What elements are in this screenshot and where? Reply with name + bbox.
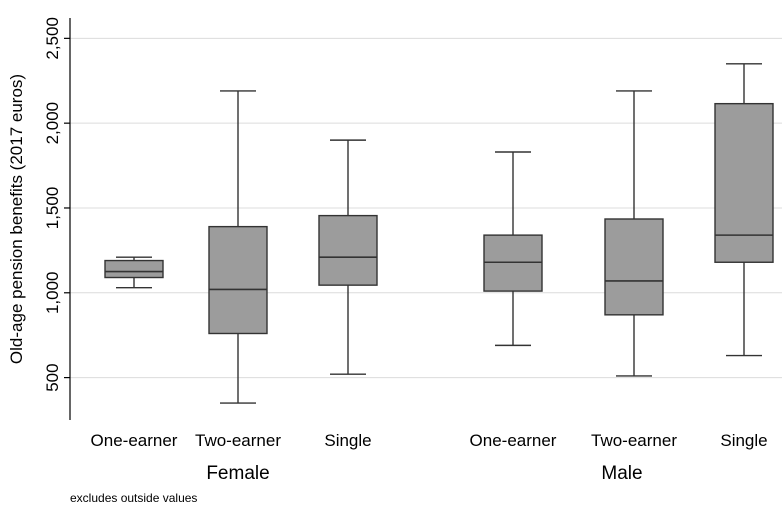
boxes <box>104 63 774 404</box>
iqr-box <box>318 214 378 286</box>
iqr-box <box>714 102 774 263</box>
group-label: Female <box>206 463 269 484</box>
category-label: Two-earner <box>195 431 281 450</box>
category-label: One-earner <box>470 431 557 450</box>
y-ticks: 500 1,000 1,500 2,000 2,500 <box>43 17 70 392</box>
iqr-box <box>483 234 543 292</box>
footnote: excludes outside values <box>70 491 197 505</box>
y-tick-label: 500 <box>43 363 62 391</box>
category-label: Single <box>324 431 371 450</box>
iqr-box <box>104 259 164 279</box>
y-tick-label: 2,500 <box>43 17 62 60</box>
iqr-box <box>604 218 664 316</box>
category-labels: One-earner Two-earner Single Female One-earn… <box>91 431 768 484</box>
category-label: Two-earner <box>591 431 677 450</box>
category-label: Single <box>720 431 767 450</box>
y-tick-label: 1,000 <box>43 272 62 315</box>
y-axis-title: Old-age pension benefits (2017 euros) <box>7 74 26 364</box>
iqr-box <box>208 225 268 335</box>
category-label: One-earner <box>91 431 178 450</box>
y-tick-label: 2,000 <box>43 102 62 145</box>
group-label: Male <box>601 463 642 484</box>
grid-lines <box>70 37 782 379</box>
y-tick-label: 1,500 <box>43 187 62 230</box>
